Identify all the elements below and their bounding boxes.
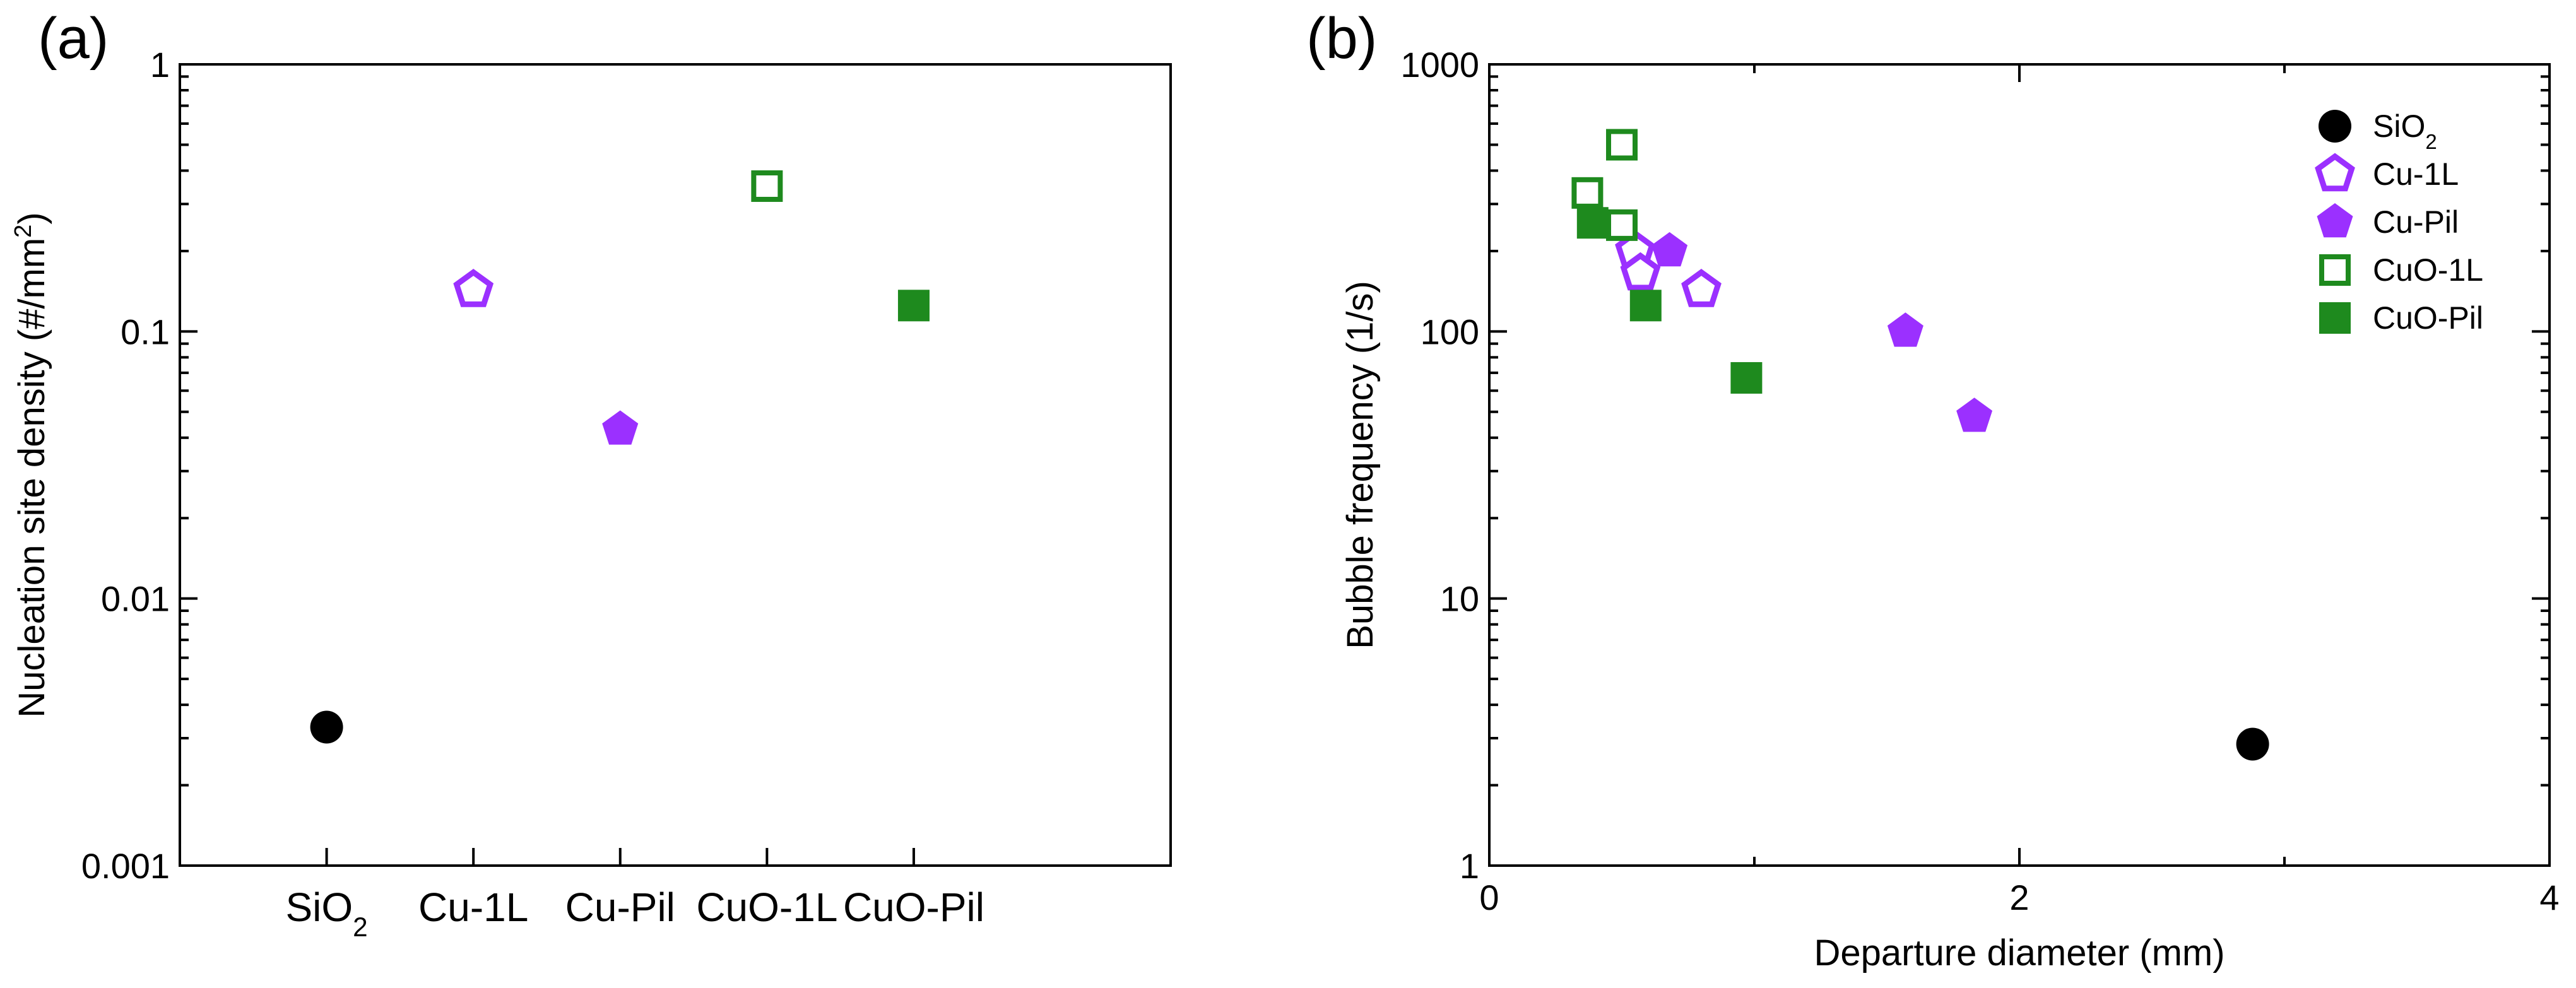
- legend-label-sio2: SiO2: [2373, 109, 2437, 153]
- legend-marker-cu-1l: [2315, 153, 2355, 192]
- panel-a-category-label: CuO-Pil: [843, 885, 984, 930]
- panel-a: (a) 0.001 0.01 0.1 1 SiO2 Cu-1L Cu-Pil CuO-1L C…: [10, 6, 1172, 942]
- panel-b-point-cu-pil: [1651, 232, 1688, 267]
- legend-label-cuo-1l: CuO-1L: [2373, 252, 2483, 288]
- panel-a-y-tick-label: 1: [150, 45, 170, 85]
- panel-b-point-cuo-pil: [1730, 362, 1763, 394]
- panel-a-y-axis-title: Nucleation site density (#/mm2): [10, 212, 52, 717]
- panel-a-plot-frame: [179, 63, 1172, 867]
- panel-b-y-axis-title: Bubble frequency (1/s): [1340, 281, 1381, 649]
- panel-a-points: [310, 170, 930, 744]
- panel-a-point-cuo-pil: [897, 290, 930, 322]
- panel-b-point-cuo-pil: [1629, 290, 1662, 322]
- panel-a-point-cu-pil: [602, 410, 639, 445]
- legend-label-cu-pil: Cu-Pil: [2373, 204, 2459, 240]
- panel-a-category-label: Cu-1L: [418, 885, 528, 930]
- panel-b-point-sio2: [2236, 727, 2269, 761]
- panel-b-point-cu-1l: [1681, 269, 1722, 307]
- panel-a-label: (a): [38, 6, 109, 71]
- panel-a-point-sio2: [310, 710, 343, 744]
- panel-b-y-tick-label: 100: [1421, 312, 1479, 351]
- panel-a-category-label: SiO2: [285, 885, 367, 942]
- panel-b-points: [1571, 129, 2269, 761]
- panel-b-y-tick-label: 10: [1440, 579, 1479, 619]
- legend-label-cu-1l: Cu-1L: [2373, 156, 2459, 192]
- panel-a-category-label: CuO-1L: [696, 885, 837, 930]
- panel-b-point-cuo-1l: [1606, 209, 1638, 241]
- panel-b-point-cu-pil: [1887, 312, 1923, 347]
- panel-b-x-tick-label: 4: [2539, 878, 2559, 917]
- legend-marker-cuo-1l: [2319, 254, 2351, 286]
- panel-b-y-tick-label: 1: [1460, 846, 1479, 886]
- panel-b-point-cuo-1l: [1571, 177, 1604, 209]
- panel-b-point-cu-pil: [1956, 397, 1993, 432]
- legend-marker-cuo-pil: [2319, 302, 2351, 334]
- legend-label-cuo-pil: CuO-Pil: [2373, 300, 2483, 336]
- legend-marker-sio2: [2319, 110, 2351, 143]
- panel-b-label: (b): [1306, 6, 1377, 71]
- panel-a-category-label: Cu-Pil: [565, 885, 675, 930]
- panel-b-y-ticks: 1 10 100 1000: [1400, 45, 2549, 886]
- panel-b-y-tick-label: 1000: [1400, 45, 1479, 85]
- panel-a-y-tick-label: 0.001: [81, 846, 170, 886]
- panel-b-x-tick-label: 2: [2009, 878, 2029, 917]
- panel-a-point-cu-1l: [453, 269, 494, 307]
- panel-b-x-axis-title: Departure diameter (mm): [1814, 932, 2224, 973]
- legend-marker-cu-pil: [2317, 203, 2353, 238]
- panel-a-point-cuo-1l: [751, 170, 783, 203]
- panel-b-point-cuo-1l: [1606, 129, 1638, 161]
- panel-a-y-tick-label: 0.1: [121, 312, 170, 351]
- panel-a-y-tick-label: 0.01: [101, 579, 170, 619]
- panel-b-x-tick-label: 0: [1479, 878, 1499, 917]
- panel-b-point-cuo-pil: [1576, 207, 1609, 239]
- panel-b-x-ticks: 0 2 4: [1479, 64, 2560, 917]
- panel-a-x-categories: SiO2 Cu-1L Cu-Pil CuO-1L CuO-Pil: [285, 848, 984, 942]
- panel-b-point-cu-1l: [1620, 252, 1661, 291]
- panel-a-y-ticks: 0.001 0.01 0.1 1: [81, 45, 198, 886]
